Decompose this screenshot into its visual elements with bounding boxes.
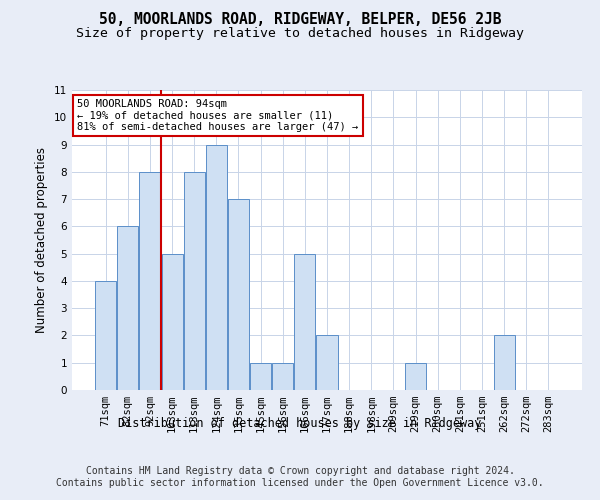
Bar bbox=[316, 336, 338, 390]
Bar bbox=[184, 172, 205, 390]
Bar bbox=[272, 362, 293, 390]
Text: Size of property relative to detached houses in Ridgeway: Size of property relative to detached ho… bbox=[76, 28, 524, 40]
Bar bbox=[139, 172, 160, 390]
Bar bbox=[118, 226, 139, 390]
Text: Distribution of detached houses by size in Ridgeway: Distribution of detached houses by size … bbox=[118, 418, 482, 430]
Text: 50 MOORLANDS ROAD: 94sqm
← 19% of detached houses are smaller (11)
81% of semi-d: 50 MOORLANDS ROAD: 94sqm ← 19% of detach… bbox=[77, 99, 358, 132]
Bar bbox=[206, 144, 227, 390]
Bar bbox=[405, 362, 426, 390]
Bar bbox=[250, 362, 271, 390]
Bar bbox=[295, 254, 316, 390]
Y-axis label: Number of detached properties: Number of detached properties bbox=[35, 147, 49, 333]
Bar bbox=[494, 336, 515, 390]
Bar bbox=[95, 281, 116, 390]
Bar bbox=[161, 254, 182, 390]
Bar bbox=[228, 199, 249, 390]
Text: Contains HM Land Registry data © Crown copyright and database right 2024.
Contai: Contains HM Land Registry data © Crown c… bbox=[56, 466, 544, 487]
Text: 50, MOORLANDS ROAD, RIDGEWAY, BELPER, DE56 2JB: 50, MOORLANDS ROAD, RIDGEWAY, BELPER, DE… bbox=[99, 12, 501, 28]
